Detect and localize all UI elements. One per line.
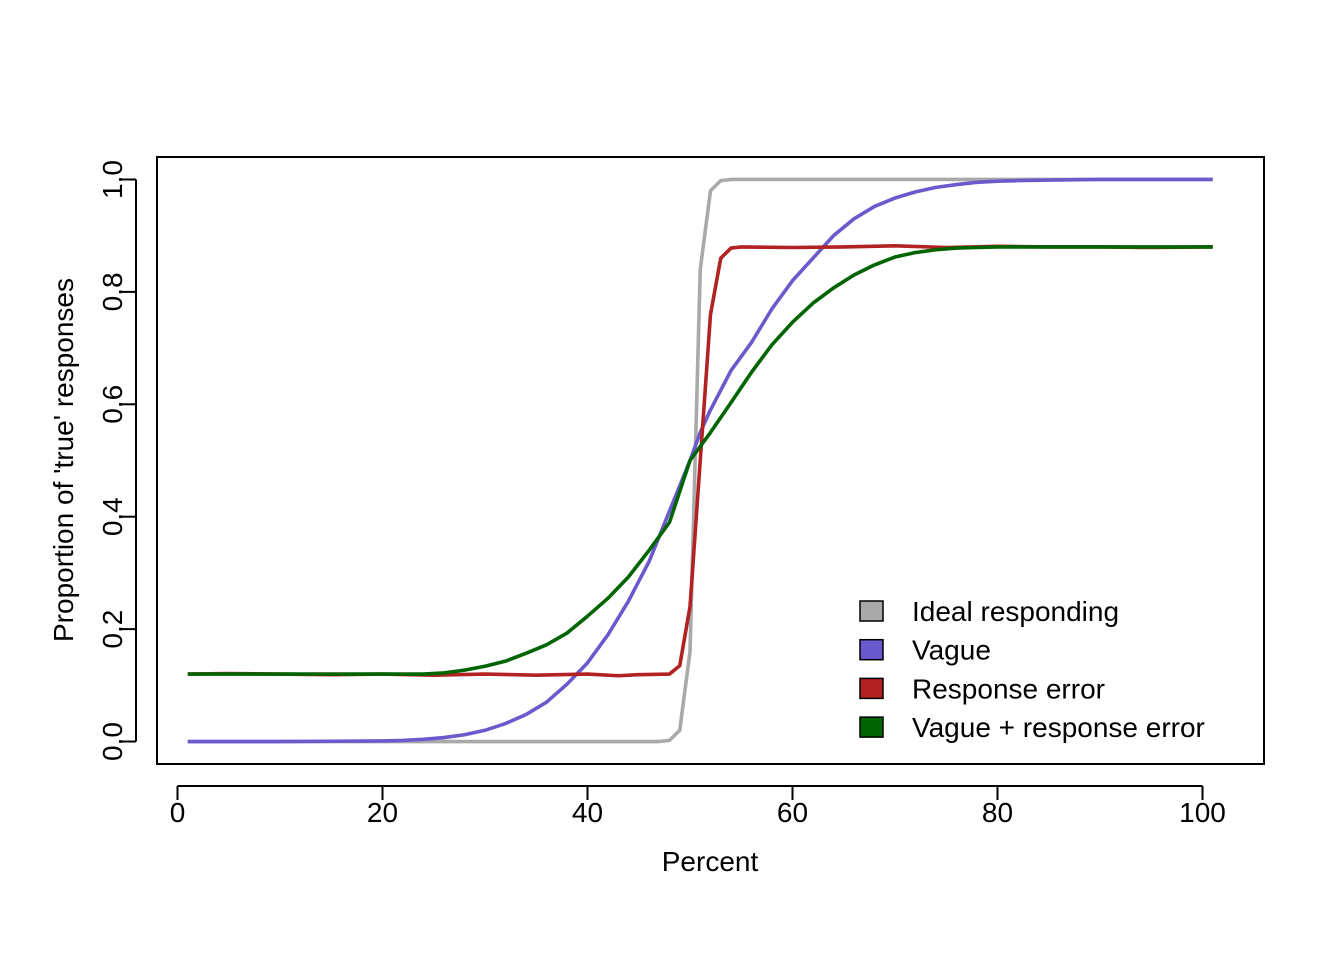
y-axis: 0.0 0.2 0.4 0.6 0.8 1.0 [97, 160, 137, 761]
y-tick-label: 0.6 [97, 385, 128, 424]
legend-label: Response error [912, 673, 1105, 704]
y-tick-label: 0.2 [97, 610, 128, 649]
x-tick-label: 20 [367, 797, 398, 828]
legend: Ideal responding Vague Response error Vague… [859, 596, 1205, 743]
legend-label: Vague + response error [912, 712, 1205, 743]
x-tick-label: 100 [1179, 797, 1226, 828]
y-tick-label: 0.4 [97, 497, 128, 536]
series-line-1 [187, 177, 1213, 744]
series-line-4 [187, 245, 1213, 676]
plot-frame [156, 156, 1265, 765]
legend-label: Vague [912, 635, 991, 666]
x-axis-label: Percent [662, 846, 759, 877]
x-tick-label: 0 [170, 797, 186, 828]
y-tick-label: 1.0 [97, 160, 128, 199]
x-tick-label: 80 [982, 797, 1013, 828]
series-layer [187, 177, 1213, 744]
legend-swatch [859, 716, 884, 738]
y-axis-label: Proportion of 'true' responses [48, 278, 79, 642]
legend-swatch [859, 600, 884, 622]
x-tick-label: 40 [572, 797, 603, 828]
legend-swatch [859, 638, 884, 661]
legend-swatch [859, 677, 884, 700]
y-tick-label: 0.8 [97, 272, 128, 311]
series-line-2 [187, 177, 1213, 744]
x-tick-label: 60 [777, 797, 808, 828]
legend-label: Ideal responding [912, 596, 1119, 627]
x-axis: 0 20 40 60 80 100 [170, 785, 1226, 828]
y-tick-label: 0.0 [97, 722, 128, 761]
